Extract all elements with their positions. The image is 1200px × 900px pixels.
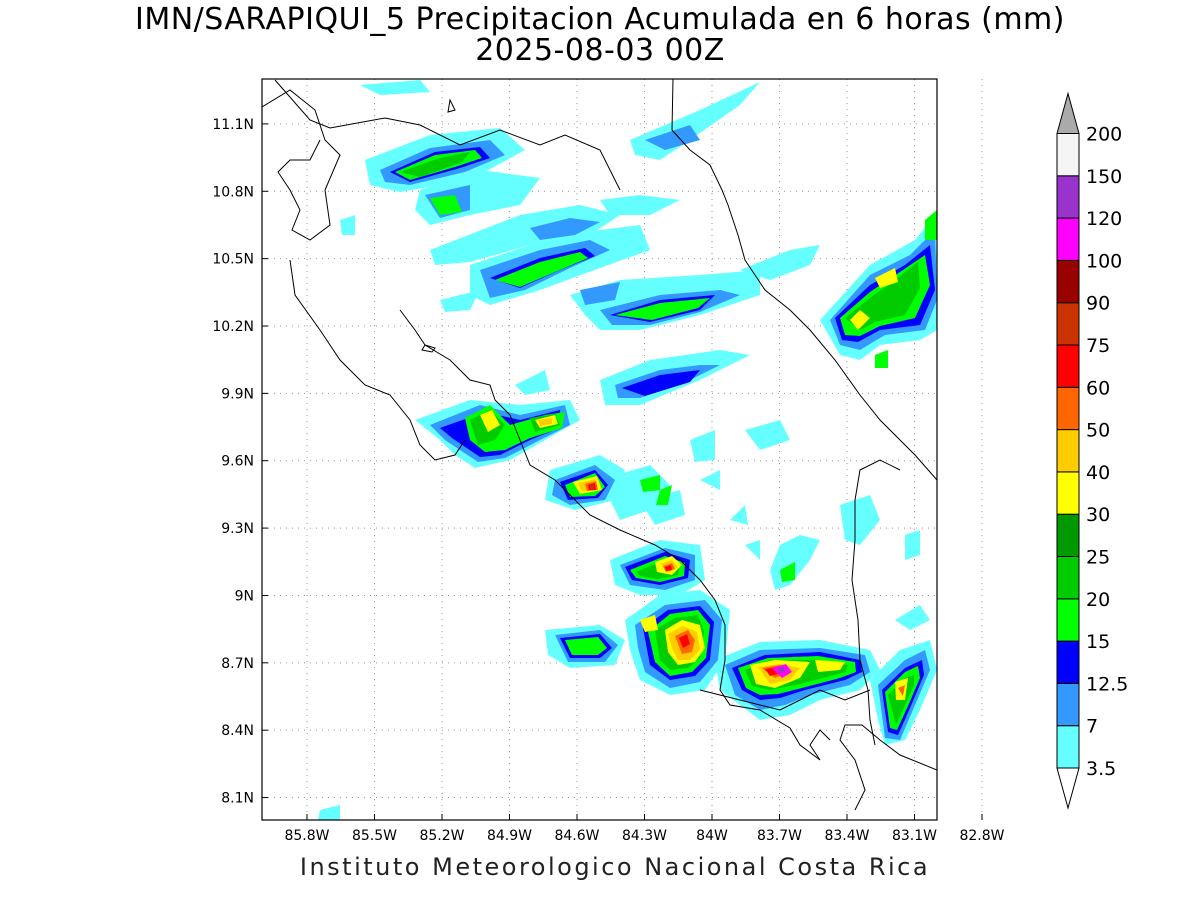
- colorbar-bin: [1056, 175, 1080, 219]
- lon-tick-label: 84.6W: [554, 828, 599, 844]
- lat-tick-label: 11.1N: [212, 117, 254, 133]
- lon-tick-label: 82.8W: [959, 828, 1004, 844]
- graticule: [262, 79, 983, 820]
- colorbar-bin: [1056, 725, 1080, 769]
- colorbar-label: 90: [1086, 293, 1110, 315]
- colorbar: 3.5 7 12.5 15 20 25 30 40 50 60 75 90 100 120 150 200: [1056, 91, 1128, 810]
- colorbar-label: 20: [1086, 589, 1110, 611]
- lat-tick-label: 8.7N: [221, 656, 254, 672]
- map-subtitle: 2025-08-03 00Z: [475, 33, 725, 68]
- lat-tick-label: 10.2N: [212, 319, 254, 335]
- credit-text: Instituto Meteorologico Nacional Costa R…: [299, 853, 931, 881]
- lon-tick-label: 85.8W: [284, 828, 329, 844]
- lat-tick-label: 8.1N: [221, 791, 254, 807]
- colorbar-label: 7: [1086, 716, 1098, 738]
- colorbar-bin: [1056, 556, 1080, 600]
- colorbar-label: 150: [1086, 166, 1122, 188]
- lon-tick-label: 84.9W: [487, 828, 532, 844]
- colorbar-bin: [1056, 302, 1080, 346]
- colorbar-label: 12.5: [1086, 673, 1128, 695]
- colorbar-bin: [1056, 682, 1080, 727]
- colorbar-label: 60: [1086, 377, 1110, 399]
- colorbar-label: 40: [1086, 462, 1110, 484]
- lat-tick-label: 9.3N: [221, 521, 254, 537]
- lat-tick-label: 8.4N: [221, 723, 254, 739]
- lon-tick-label: 83.7W: [757, 828, 802, 844]
- colorbar-bin: [1056, 133, 1080, 177]
- lat-tick-label: 9.6N: [221, 454, 254, 470]
- lat-tick-label: 10.8N: [212, 184, 254, 200]
- colorbar-bin: [1056, 471, 1080, 515]
- lon-tick-label: 85.2W: [419, 828, 464, 844]
- colorbar-label: 25: [1086, 547, 1110, 569]
- colorbar-bin: [1056, 513, 1080, 558]
- precipitation-layer: [318, 80, 937, 820]
- colorbar-bin: [1056, 640, 1080, 684]
- lat-tick-label: 9.9N: [221, 386, 254, 402]
- colorbar-bin: [1056, 767, 1080, 810]
- colorbar-bin: [1056, 259, 1080, 304]
- map-frame: [261, 78, 938, 821]
- colorbar-bin: [1056, 217, 1080, 261]
- colorbar-bin: [1056, 91, 1080, 134]
- lat-tick-label: 10.5N: [212, 252, 254, 268]
- colorbar-label: 15: [1086, 631, 1110, 653]
- colorbar-bin: [1056, 344, 1080, 388]
- lon-tick-label: 83.4W: [824, 828, 869, 844]
- axis-ticks: 85.8W 85.5W 85.2W 84.9W 84.6W 84.3W 84W 83.7W 83…: [212, 117, 1004, 844]
- colorbar-label: 50: [1086, 420, 1110, 442]
- coastline-borders: [262, 79, 937, 811]
- lon-tick-label: 84.3W: [622, 828, 667, 844]
- colorbar-label: 75: [1086, 335, 1110, 357]
- colorbar-bin: [1056, 429, 1080, 473]
- colorbar-label: 3.5: [1086, 758, 1116, 780]
- lon-tick-label: 84W: [696, 828, 728, 844]
- lat-tick-label: 9N: [235, 588, 254, 604]
- colorbar-bin: [1056, 598, 1080, 642]
- colorbar-label: 200: [1086, 124, 1122, 146]
- colorbar-label: 120: [1086, 208, 1122, 230]
- colorbar-label: 30: [1086, 504, 1110, 526]
- map-title: IMN/SARAPIQUI_5 Precipitacion Acumulada …: [135, 2, 1065, 37]
- lon-tick-label: 85.5W: [352, 828, 397, 844]
- lon-tick-label: 83.1W: [892, 828, 937, 844]
- colorbar-bin: [1056, 386, 1080, 431]
- colorbar-label: 100: [1086, 250, 1122, 272]
